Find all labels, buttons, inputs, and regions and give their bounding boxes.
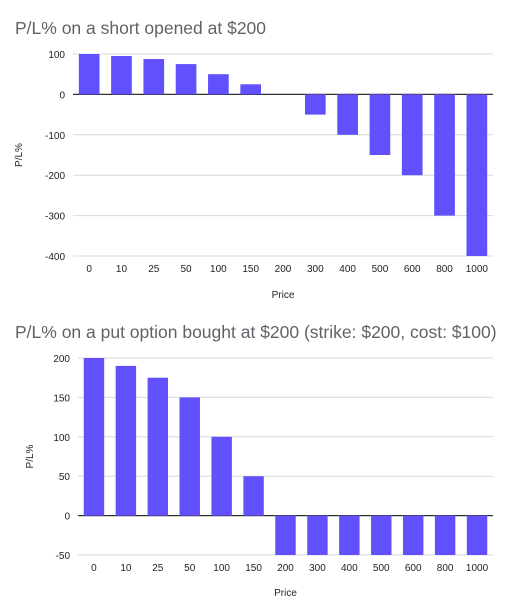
bar (143, 59, 165, 95)
x-tick-label: 0 (91, 563, 97, 574)
x-tick-label: 1000 (466, 264, 489, 275)
y-tick-label: 0 (59, 90, 65, 101)
x-tick-label: 800 (436, 264, 453, 275)
bar (307, 515, 328, 555)
chart-title: P/L% on a put option bought at $200 (str… (15, 322, 497, 342)
x-tick-label: 200 (275, 264, 292, 275)
y-tick-label: 200 (53, 354, 70, 365)
x-tick-label: 25 (148, 264, 160, 275)
bar (147, 377, 169, 516)
bar (240, 84, 262, 95)
x-tick-label: 150 (245, 563, 262, 574)
x-axis-title: Price (272, 290, 295, 301)
x-tick-label: 50 (184, 563, 196, 574)
y-tick-label: 50 (59, 472, 71, 483)
y-tick-label: 100 (53, 433, 70, 444)
bar (111, 56, 132, 95)
x-axis-title: Price (274, 588, 297, 599)
x-tick-label: 400 (341, 563, 358, 574)
short-chart: P/L% on a short opened at $200 100 0 -100-… (14, 18, 493, 301)
x-tick-label: 1000 (466, 563, 489, 574)
bar (401, 94, 423, 176)
x-tick-label: 400 (339, 264, 356, 275)
bar (466, 94, 488, 257)
y-tick-label: 100 (48, 50, 65, 61)
bar (78, 54, 100, 95)
bar (175, 64, 197, 95)
x-tick-label: 150 (242, 264, 259, 275)
bar (243, 476, 264, 516)
y-tick-label: -300 (45, 212, 65, 223)
bar (466, 515, 488, 555)
x-tick-label: 600 (405, 563, 422, 574)
x-tick-label: 50 (181, 264, 193, 275)
x-tick-label: 300 (309, 563, 326, 574)
y-tick-label: 0 (64, 512, 70, 523)
y-tick-label: -50 (56, 551, 71, 562)
x-tick-label: 300 (307, 264, 324, 275)
bar (369, 94, 391, 155)
bar (275, 515, 296, 555)
put-chart: P/L% on a put option bought at $200 (str… (0, 305, 509, 609)
bar (83, 358, 105, 516)
bar (434, 94, 455, 216)
x-tick-label: 500 (372, 264, 389, 275)
bar (371, 515, 392, 555)
x-tick-label: 25 (152, 563, 164, 574)
bar (434, 515, 456, 555)
x-tick-label: 500 (373, 563, 390, 574)
x-tick-label: 200 (277, 563, 294, 574)
y-axis-title: P/L% (25, 444, 36, 468)
bar (211, 436, 232, 516)
bar (208, 74, 229, 95)
bar (115, 365, 137, 516)
x-tick-label: 10 (120, 563, 132, 574)
x-tick-label: 0 (86, 264, 92, 275)
x-tick-label: 800 (437, 563, 454, 574)
bar (337, 94, 358, 135)
bar (304, 94, 326, 115)
x-tick-label: 100 (210, 264, 227, 275)
y-tick-label: -100 (45, 131, 65, 142)
bar (339, 515, 360, 555)
y-axis-title: P/L% (14, 143, 25, 167)
y-tick-label: -400 (45, 252, 65, 263)
bar (402, 515, 424, 555)
x-tick-label: 100 (213, 563, 230, 574)
y-tick-label: 150 (53, 393, 70, 404)
bar (179, 397, 200, 516)
y-tick-label: -200 (45, 171, 65, 182)
x-tick-label: 600 (404, 264, 421, 275)
x-tick-label: 10 (116, 264, 128, 275)
chart-title: P/L% on a short opened at $200 (15, 18, 267, 38)
